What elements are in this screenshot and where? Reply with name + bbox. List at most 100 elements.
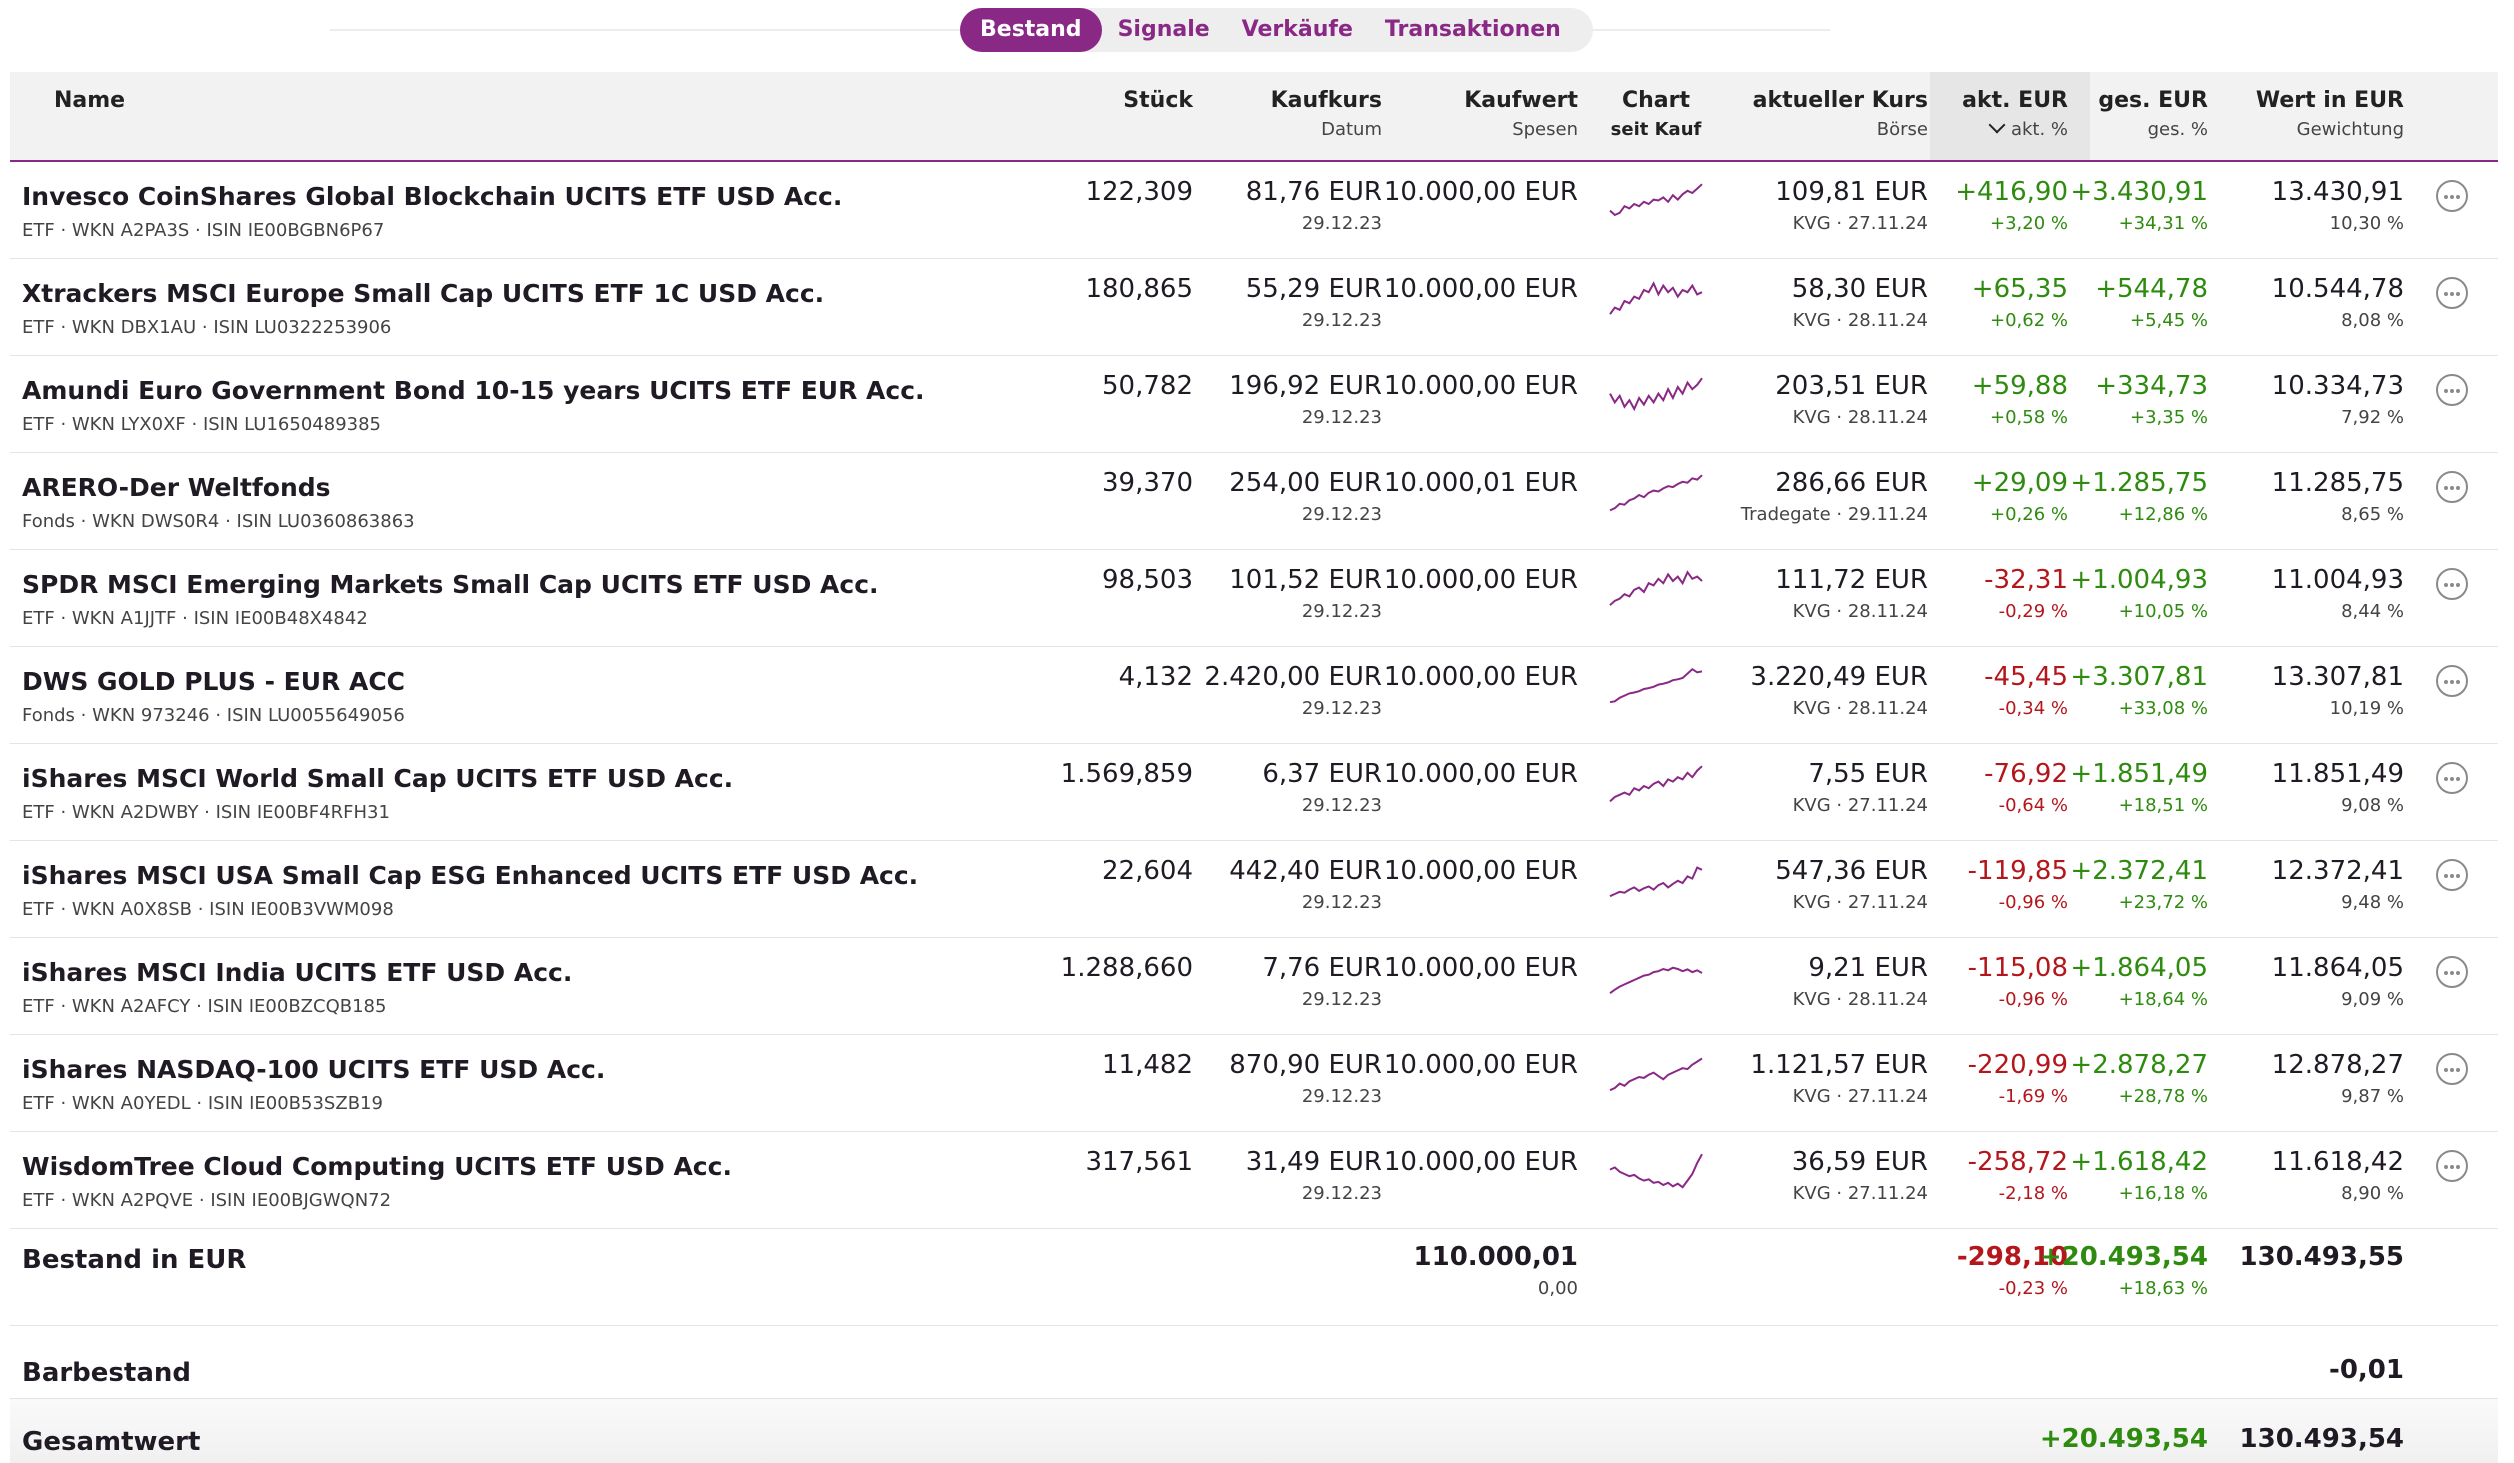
position-kurs: 286,66 EUR (1775, 468, 1928, 498)
sparkline-chart[interactable] (1606, 275, 1706, 327)
col-wert[interactable]: Wert in EUR Gewichtung (2256, 86, 2404, 144)
position-identifiers: Fonds · WKN 973246 · ISIN LU0055649056 (22, 705, 405, 726)
more-options-icon[interactable] (2436, 762, 2468, 794)
sparkline-series (1609, 1153, 1703, 1189)
position-name[interactable]: Invesco CoinShares Global Blockchain UCI… (22, 182, 843, 211)
table-row[interactable]: iShares MSCI USA Small Cap ESG Enhanced … (10, 841, 2498, 938)
position-ges-pct: +18,51 % (2118, 795, 2208, 816)
position-name[interactable]: iShares NASDAQ-100 UCITS ETF USD Acc. (22, 1055, 606, 1084)
table-row[interactable]: Amundi Euro Government Bond 10-15 years … (10, 356, 2498, 453)
position-ges-eur: +2.878,27 (2070, 1050, 2208, 1080)
sparkline-chart[interactable] (1606, 663, 1706, 715)
col-akt-pct-label: akt. % (2010, 119, 2068, 140)
col-name[interactable]: Name (54, 86, 125, 116)
position-name[interactable]: Amundi Euro Government Bond 10-15 years … (22, 376, 925, 405)
position-stueck: 50,782 (1102, 371, 1193, 401)
position-kurs: 547,36 EUR (1775, 856, 1928, 886)
sparkline-series (1609, 183, 1703, 217)
more-options-icon[interactable] (2436, 277, 2468, 309)
more-options-icon[interactable] (2436, 1053, 2468, 1085)
sparkline-chart[interactable] (1606, 760, 1706, 812)
position-kurs: 9,21 EUR (1808, 953, 1928, 983)
sparkline-chart[interactable] (1606, 178, 1706, 230)
col-kaufkurs[interactable]: Kaufkurs Datum (1271, 86, 1382, 144)
col-boerse-label: Börse (1876, 119, 1928, 140)
table-row[interactable]: SPDR MSCI Emerging Markets Small Cap UCI… (10, 550, 2498, 647)
more-options-icon[interactable] (2436, 859, 2468, 891)
more-options-icon[interactable] (2436, 374, 2468, 406)
table-row[interactable]: Xtrackers MSCI Europe Small Cap UCITS ET… (10, 259, 2498, 356)
table-row[interactable]: Invesco CoinShares Global Blockchain UCI… (10, 162, 2498, 259)
position-akt-pct: -0,29 % (1998, 601, 2068, 622)
position-stueck: 22,604 (1102, 856, 1193, 886)
sparkline-chart[interactable] (1606, 954, 1706, 1006)
sparkline-series (1609, 667, 1703, 704)
sparkline-chart[interactable] (1606, 566, 1706, 618)
summary-kaufwert: 110.000,01 (1413, 1242, 1578, 1272)
more-options-icon[interactable] (2436, 568, 2468, 600)
tabs: Bestand Signale Verkäufe Transaktionen (960, 8, 1593, 52)
position-stueck: 122,309 (1085, 177, 1193, 207)
position-wert: 11.851,49 (2271, 759, 2404, 789)
table-row[interactable]: iShares NASDAQ-100 UCITS ETF USD Acc. ETF… (10, 1035, 2498, 1132)
position-gewichtung: 8,90 % (2341, 1183, 2404, 1204)
col-akt[interactable]: akt. EUR akt. % (1962, 86, 2068, 144)
position-identifiers: ETF · WKN A0X8SB · ISIN IE00B3VWM098 (22, 899, 394, 920)
tab-signale[interactable]: Signale (1117, 17, 1210, 42)
cash-wert: -0,01 (2329, 1355, 2404, 1385)
sparkline-chart[interactable] (1606, 857, 1706, 909)
position-name[interactable]: iShares MSCI India UCITS ETF USD Acc. (22, 958, 573, 987)
position-ges-eur: +1.864,05 (2070, 953, 2208, 983)
position-stueck: 180,865 (1085, 274, 1193, 304)
col-ges[interactable]: ges. EUR ges. % (2098, 86, 2208, 144)
col-seit-kauf-label[interactable]: seit Kauf (1610, 119, 1702, 140)
chevron-down-icon[interactable] (1988, 116, 2006, 134)
tab-bestand[interactable]: Bestand (960, 8, 1102, 52)
tab-verkaeufe[interactable]: Verkäufe (1241, 17, 1353, 42)
table-row[interactable]: iShares MSCI World Small Cap UCITS ETF U… (10, 744, 2498, 841)
more-options-icon[interactable] (2436, 471, 2468, 503)
sparkline-chart[interactable] (1606, 1051, 1706, 1103)
position-name[interactable]: DWS GOLD PLUS - EUR ACC (22, 667, 406, 696)
table-row[interactable]: ARERO-Der Weltfonds Fonds · WKN DWS0R4 · … (10, 453, 2498, 550)
position-name[interactable]: ARERO-Der Weltfonds (22, 473, 331, 502)
sparkline-chart[interactable] (1606, 372, 1706, 424)
sparkline-chart[interactable] (1606, 1148, 1706, 1200)
position-name[interactable]: WisdomTree Cloud Computing UCITS ETF USD… (22, 1152, 732, 1181)
col-kaufwert[interactable]: Kaufwert Spesen (1464, 86, 1578, 144)
more-options-icon[interactable] (2436, 180, 2468, 212)
position-name[interactable]: SPDR MSCI Emerging Markets Small Cap UCI… (22, 570, 879, 599)
position-datum: 29.12.23 (1301, 310, 1382, 331)
sparkline-chart[interactable] (1606, 469, 1706, 521)
table-row[interactable]: iShares MSCI India UCITS ETF USD Acc. ETF… (10, 938, 2498, 1035)
position-akt-eur: -32,31 (1984, 565, 2068, 595)
table-row[interactable]: WisdomTree Cloud Computing UCITS ETF USD… (10, 1132, 2498, 1229)
position-kaufkurs: 6,37 EUR (1262, 759, 1382, 789)
position-akt-eur: +59,88 (1971, 371, 2068, 401)
position-ges-pct: +10,05 % (2118, 601, 2208, 622)
more-options-icon[interactable] (2436, 665, 2468, 697)
position-name[interactable]: Xtrackers MSCI Europe Small Cap UCITS ET… (22, 279, 825, 308)
position-ges-eur: +3.430,91 (2070, 177, 2208, 207)
position-kaufkurs: 31,49 EUR (1245, 1147, 1382, 1177)
position-boerse: KVG · 27.11.24 (1792, 892, 1928, 913)
col-kurs[interactable]: aktueller Kurs Börse (1753, 86, 1928, 144)
col-wert-label: Wert in EUR (2255, 88, 2404, 113)
position-name[interactable]: iShares MSCI USA Small Cap ESG Enhanced … (22, 861, 919, 890)
position-ges-eur: +1.285,75 (2070, 468, 2208, 498)
position-kaufkurs: 81,76 EUR (1245, 177, 1382, 207)
position-ges-pct: +23,72 % (2118, 892, 2208, 913)
position-stueck: 98,503 (1102, 565, 1193, 595)
position-akt-eur: -76,92 (1984, 759, 2068, 789)
more-options-icon[interactable] (2436, 956, 2468, 988)
more-options-icon[interactable] (2436, 1150, 2468, 1182)
tab-transaktionen[interactable]: Transaktionen (1384, 17, 1561, 42)
col-gewichtung-label: Gewichtung (2296, 119, 2404, 140)
col-stueck[interactable]: Stück (1123, 86, 1193, 116)
position-boerse: KVG · 28.11.24 (1792, 989, 1928, 1010)
col-akt-eur-label: akt. EUR (1962, 88, 2068, 113)
position-akt-eur: +416,90 (1955, 177, 2068, 207)
table-row[interactable]: DWS GOLD PLUS - EUR ACC Fonds · WKN 97324… (10, 647, 2498, 744)
position-name[interactable]: iShares MSCI World Small Cap UCITS ETF U… (22, 764, 734, 793)
position-kaufwert: 10.000,00 EUR (1383, 953, 1578, 983)
